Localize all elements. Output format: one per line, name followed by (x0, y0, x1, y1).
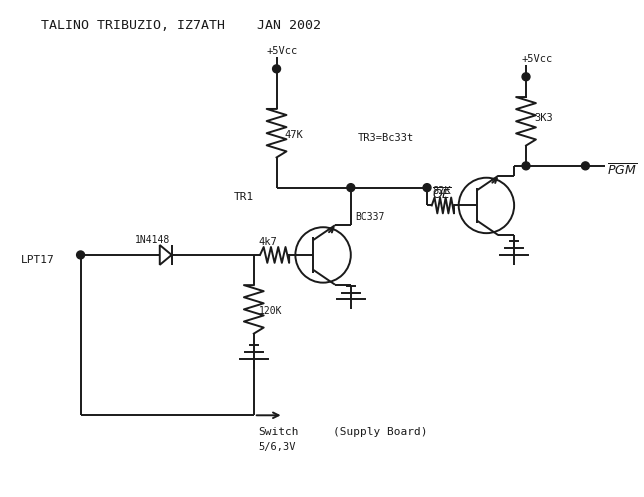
Circle shape (522, 73, 530, 81)
Text: 1N4148: 1N4148 (135, 235, 170, 245)
Text: TR3=Bc33t: TR3=Bc33t (357, 133, 414, 143)
Text: 5/6,3V: 5/6,3V (259, 442, 296, 452)
Text: TR1: TR1 (234, 192, 254, 202)
Circle shape (582, 162, 589, 170)
Circle shape (347, 184, 355, 191)
Text: 82K: 82K (432, 185, 451, 195)
Circle shape (77, 251, 84, 259)
Text: 120K: 120K (259, 306, 282, 316)
Circle shape (423, 184, 431, 191)
Text: 4k7: 4k7 (259, 237, 278, 247)
Text: 3K3: 3K3 (534, 113, 553, 123)
Circle shape (522, 162, 530, 170)
Circle shape (272, 65, 281, 73)
Text: 47K: 47K (285, 130, 303, 140)
Text: BC337: BC337 (355, 212, 384, 222)
Text: $\overline{OE}$: $\overline{OE}$ (432, 187, 451, 202)
Text: +5Vcc: +5Vcc (521, 54, 553, 64)
Text: $\overline{PGM}$: $\overline{PGM}$ (607, 164, 637, 179)
Text: TALINO TRIBUZIO, IZ7ATH    JAN 2002: TALINO TRIBUZIO, IZ7ATH JAN 2002 (41, 19, 321, 32)
Text: (Supply Board): (Supply Board) (333, 427, 428, 437)
Text: LPT17: LPT17 (21, 255, 55, 265)
Text: +5Vcc: +5Vcc (267, 46, 298, 56)
Text: Switch: Switch (259, 427, 299, 437)
